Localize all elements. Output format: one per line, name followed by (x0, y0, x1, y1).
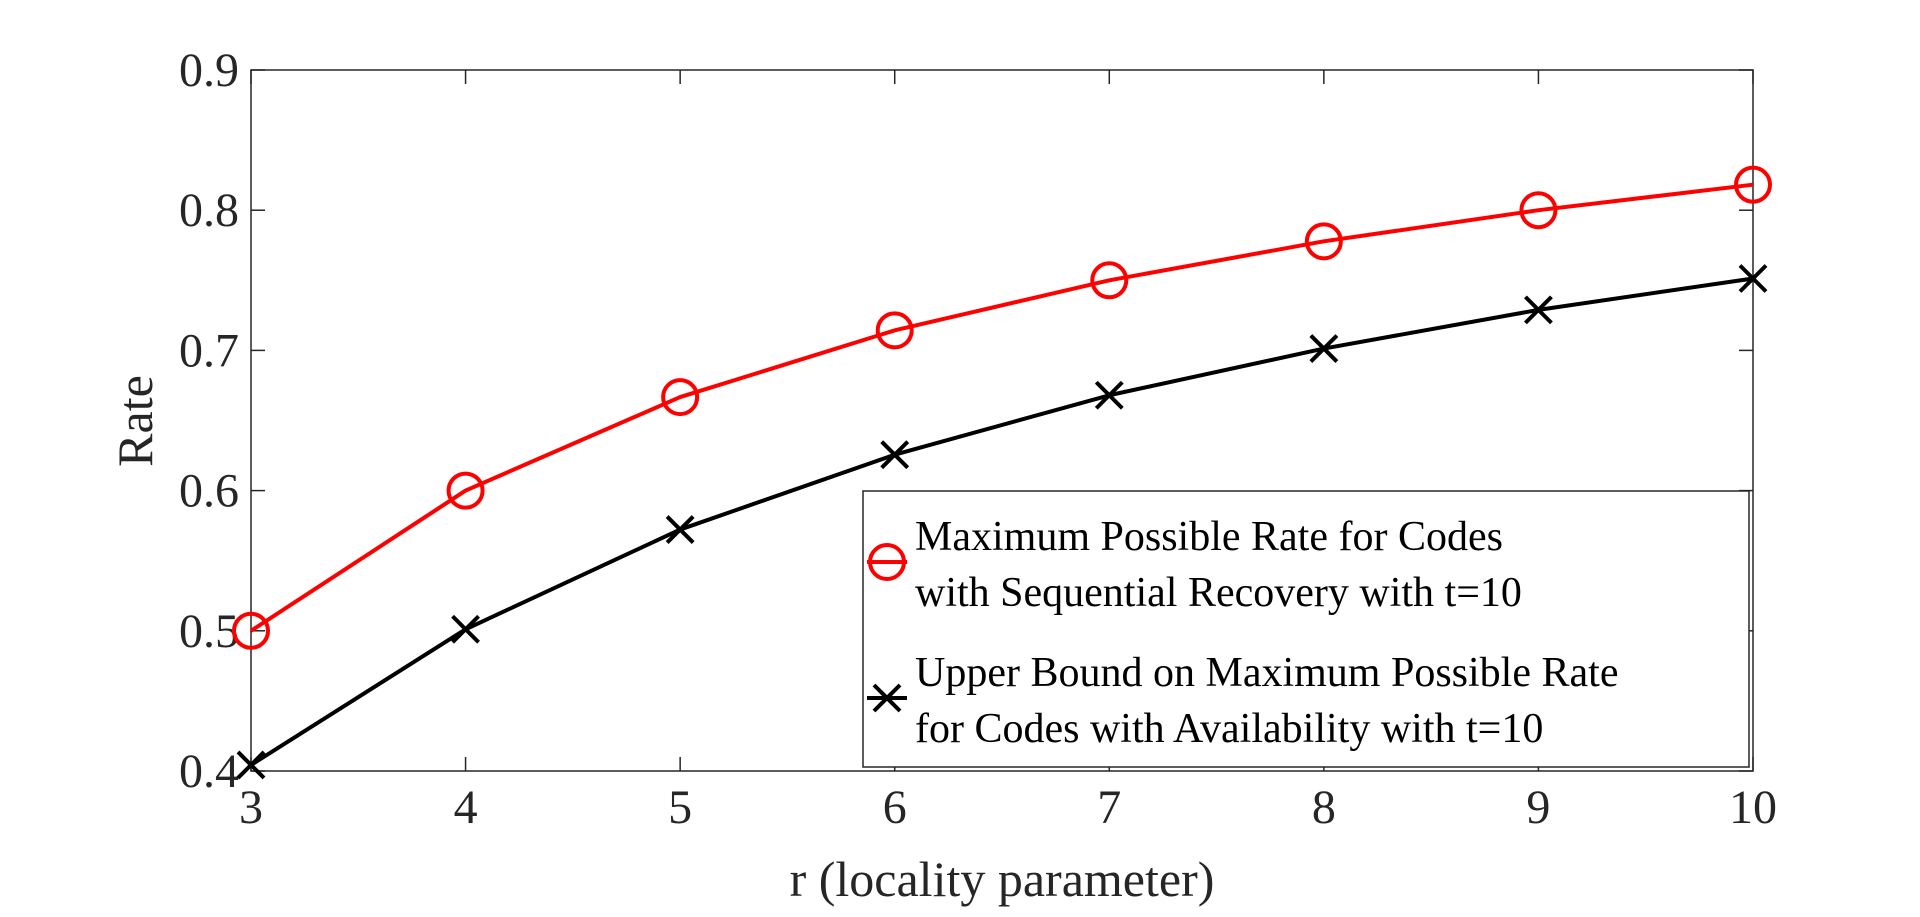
data-point-x (1094, 380, 1124, 410)
data-point-x (1738, 264, 1768, 293)
legend-entry-sequential-recovery: Maximum Possible Rate for Codes with Seq… (915, 514, 1522, 616)
data-point-x (665, 515, 695, 544)
y-tick-label: 0.5 (179, 605, 239, 658)
data-point-circle (875, 311, 914, 350)
x-marker-stroke (1309, 334, 1339, 363)
data-point-x (880, 440, 910, 470)
series-1 (236, 264, 1768, 780)
data-point-x (1524, 295, 1553, 325)
legend-box (862, 490, 1750, 768)
x-marker-stroke (1738, 264, 1768, 293)
x-tick-label: 8 (1312, 781, 1336, 834)
legend: Maximum Possible Rate for Codes with Seq… (862, 490, 1750, 768)
data-point-circle (1304, 222, 1343, 261)
x-marker-stroke (872, 683, 902, 713)
data-point-circle (1519, 191, 1558, 230)
x-axis-title: r (locality parameter) (790, 851, 1215, 907)
x-tick-label: 9 (1526, 781, 1550, 834)
x-tick-label: 3 (239, 781, 263, 834)
legend-x-marker (872, 683, 902, 713)
x-tick-label: 4 (454, 781, 478, 834)
x-marker-stroke (1524, 295, 1553, 325)
x-marker-stroke (451, 614, 480, 644)
data-point-x (236, 750, 266, 780)
x-marker-stroke (880, 440, 910, 470)
x-marker-stroke (236, 750, 266, 780)
y-tick-label: 0.4 (179, 745, 239, 798)
x-tick-label: 6 (883, 781, 907, 834)
data-point-circle (446, 471, 485, 510)
y-tick-label: 0.6 (179, 465, 239, 518)
x-marker-stroke (1094, 380, 1124, 410)
legend-entry-availability: Upper Bound on Maximum Possible Rate for… (915, 650, 1629, 752)
y-tick-label: 0.7 (179, 324, 239, 377)
data-point-circle (661, 378, 700, 417)
data-point-x (451, 614, 480, 644)
x-marker-stroke (665, 515, 695, 544)
series-line (249, 276, 1754, 767)
y-tick-label: 0.9 (179, 44, 239, 97)
x-tick-label: 5 (668, 781, 692, 834)
data-point-circle (1734, 165, 1772, 204)
y-axis-title: Rate (107, 375, 163, 467)
data-point-circle (1090, 261, 1129, 300)
x-tick-label: 10 (1729, 781, 1777, 834)
x-tick-label: 7 (1097, 781, 1121, 834)
series-line (249, 182, 1754, 633)
data-point-circle (232, 611, 270, 650)
data-point-x (1309, 334, 1339, 363)
legend-circle-marker (868, 543, 906, 581)
series-0 (232, 165, 1772, 650)
y-tick-label: 0.8 (179, 184, 239, 237)
